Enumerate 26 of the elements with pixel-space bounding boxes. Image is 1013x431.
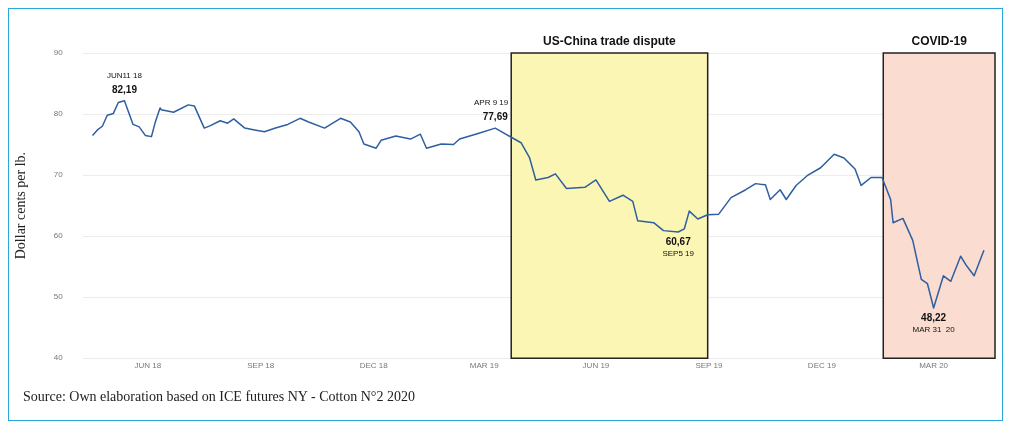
y-tick-label: 70 [53,170,64,180]
source-note: Source: Own elaboration based on ICE futures NY - Cotton N°2 2020 [23,389,416,405]
annotation: 77,69 [482,111,509,123]
x-tick-label: DEC 19 [807,361,837,371]
x-tick-label: MAR 20 [919,361,949,371]
x-tick-label: SEP 18 [247,361,275,371]
x-tick-label: MAR 19 [469,361,500,371]
y-tick-label: 40 [53,353,64,363]
x-tick-label: DEC 18 [359,361,389,371]
annotation: 60,67 [665,236,692,248]
y-tick-label: 80 [53,109,64,119]
x-tick-label: SEP 19 [695,361,723,371]
y-tick-label: 60 [53,231,64,241]
annotation: SEP5 19 [662,249,695,259]
annotation: JUN11 18 [106,70,143,80]
annotation: 48,22 [921,312,947,324]
annotation: APR 9 19 [473,98,509,108]
y-axis-title: Dollar cents per lb. [13,151,29,260]
y-tick-label: 50 [53,292,64,302]
x-tick-label: JUN 18 [134,361,162,371]
annotation: 82,19 [111,83,138,95]
band-label: US-China trade dispute [543,34,677,49]
x-tick-label: JUN 19 [582,361,610,371]
band-label: COVID-19 [911,34,968,49]
y-tick-label: 90 [53,48,64,58]
annotation: MAR 31 20 [912,325,956,335]
